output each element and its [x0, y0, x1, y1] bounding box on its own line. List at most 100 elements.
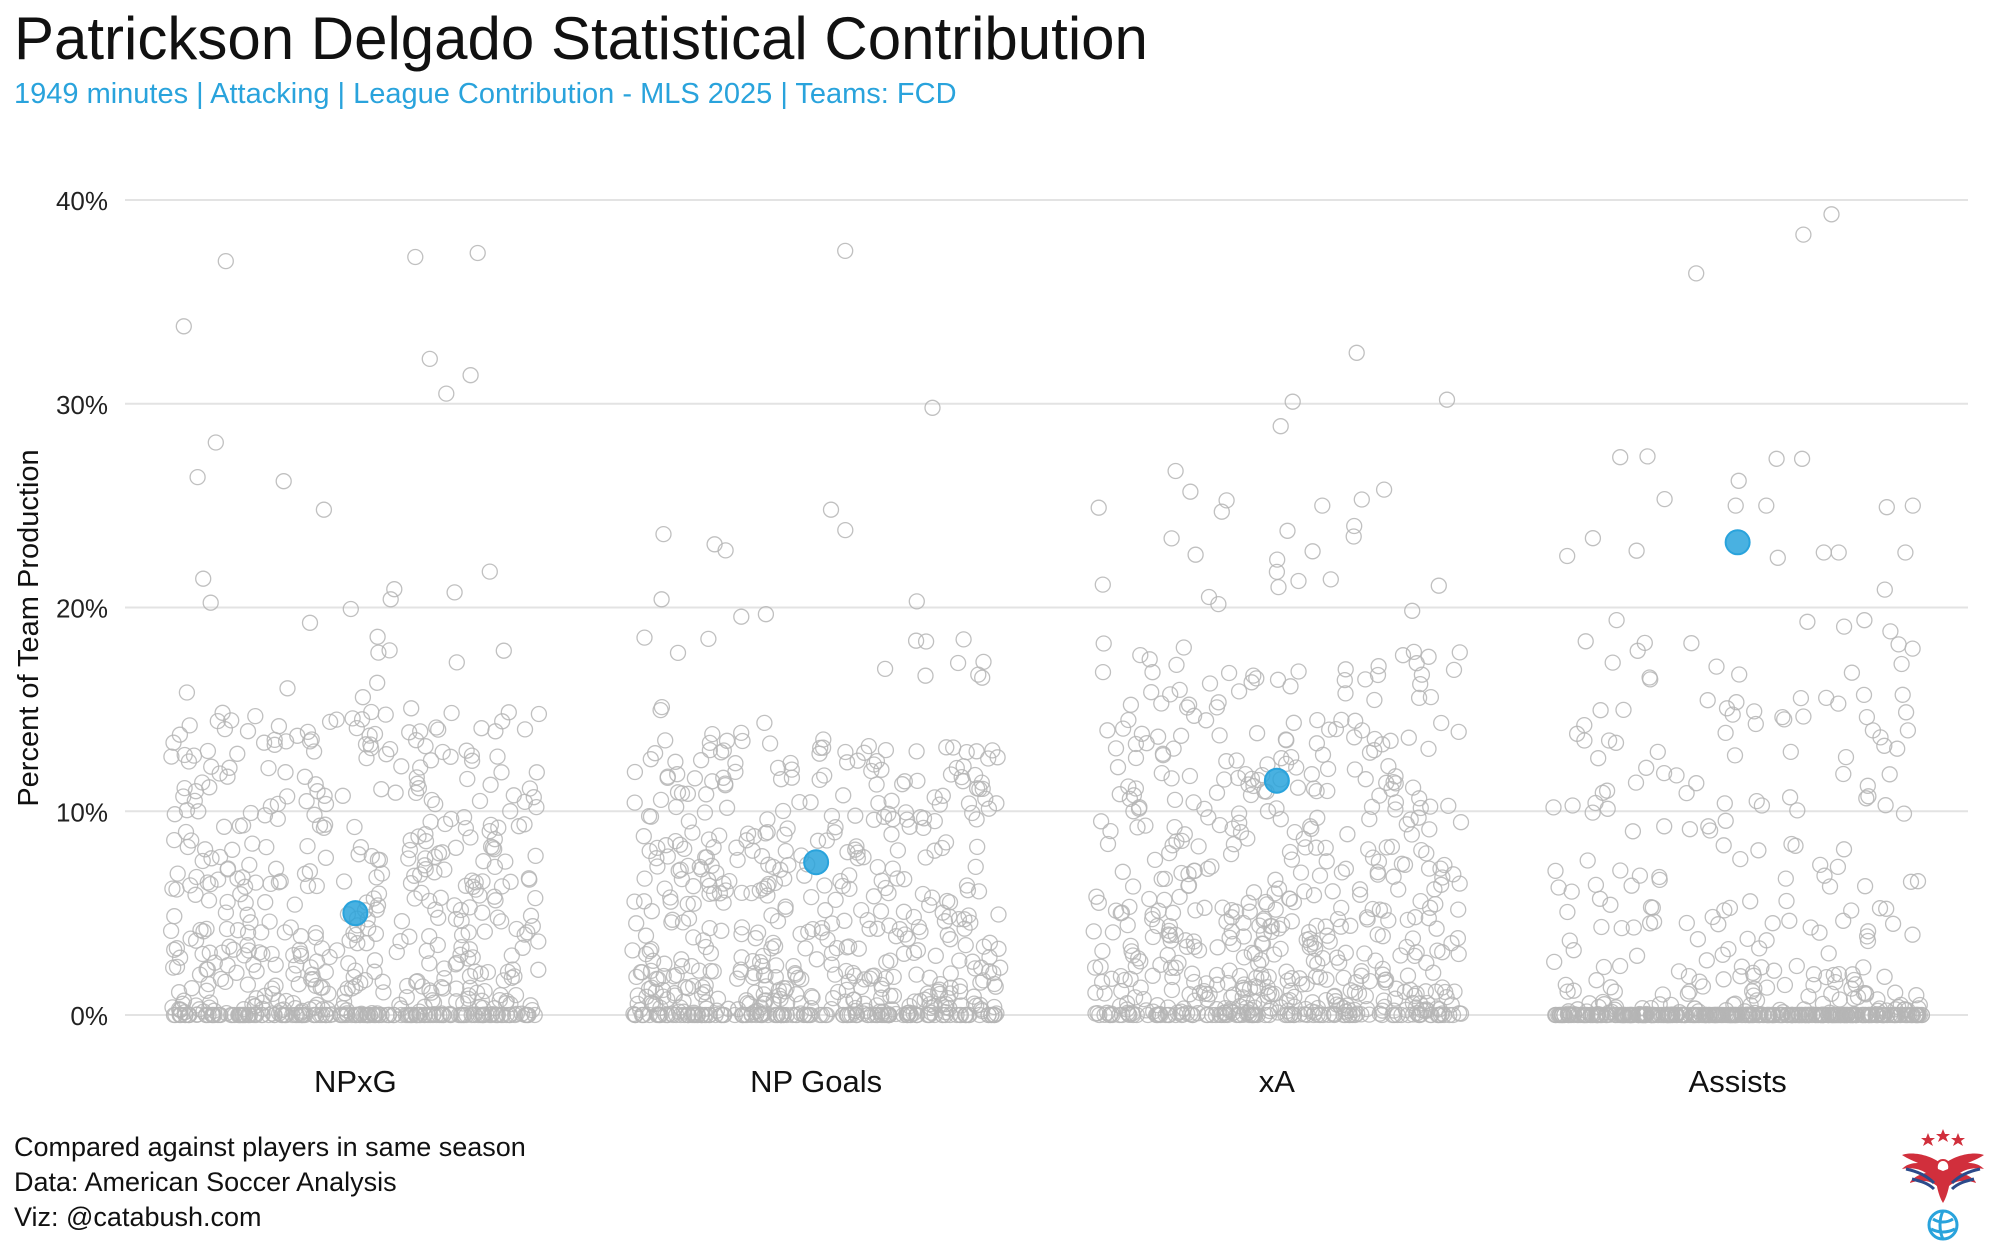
comparison-point [1443, 935, 1460, 952]
comparison-point [657, 837, 675, 854]
comparison-point [640, 980, 658, 998]
comparison-point [704, 773, 721, 790]
comparison-point [1578, 1006, 1595, 1024]
comparison-point [914, 885, 932, 903]
comparison-point [1279, 522, 1296, 539]
comparison-point [942, 965, 959, 982]
comparison-point [686, 770, 704, 787]
comparison-point [755, 967, 773, 984]
comparison-point [1103, 970, 1120, 987]
x-tick-label: NP Goals [750, 1064, 882, 1099]
comparison-point [425, 994, 443, 1011]
comparison-point [1451, 644, 1468, 661]
comparison-point [733, 608, 750, 625]
comparison-point [448, 654, 465, 671]
comparison-point [1433, 876, 1450, 893]
comparison-point [393, 1000, 410, 1017]
chart-subtitle: 1949 minutes | Attacking | League Contri… [14, 78, 957, 110]
comparison-point [446, 584, 463, 601]
comparison-point [1190, 942, 1208, 959]
comparison-point [1715, 837, 1732, 854]
comparison-point [924, 399, 941, 416]
comparison-point [1427, 895, 1444, 913]
comparison-point [479, 963, 497, 981]
comparison-point [495, 642, 512, 659]
comparison-point [428, 1006, 445, 1024]
comparison-point [679, 895, 696, 913]
comparison-point [1104, 924, 1122, 941]
comparison-point [473, 720, 490, 737]
comparison-point [436, 970, 453, 987]
comparison-point [679, 785, 697, 802]
comparison-point [889, 842, 907, 859]
comparison-point [949, 654, 967, 672]
comparison-point [1413, 841, 1430, 859]
comparison-point [388, 943, 405, 961]
comparison-point [823, 956, 840, 973]
comparison-point [163, 748, 180, 765]
comparison-point [788, 986, 805, 1003]
comparison-point [1393, 855, 1411, 872]
comparison-point [980, 750, 997, 767]
comparison-point [1370, 853, 1388, 870]
comparison-point [811, 1006, 829, 1024]
comparison-point [1871, 900, 1889, 917]
comparison-point [1405, 643, 1423, 661]
comparison-point [1357, 987, 1374, 1005]
comparison-point [907, 632, 925, 649]
comparison-point [1190, 838, 1207, 855]
comparison-point [270, 718, 288, 735]
comparison-point [175, 318, 192, 335]
comparison-point [1357, 671, 1374, 688]
comparison-point [341, 932, 358, 949]
comparison-point [756, 992, 773, 1010]
comparison-point [1133, 725, 1151, 742]
comparison-point [1758, 497, 1775, 514]
comparison-point [221, 759, 238, 776]
comparison-point [853, 901, 870, 919]
comparison-point [712, 744, 730, 761]
comparison-point [1765, 962, 1783, 979]
comparison-point [393, 758, 410, 775]
comparison-point [1351, 881, 1369, 898]
comparison-point [1670, 963, 1688, 980]
comparison-point [1245, 884, 1263, 901]
comparison-point [530, 705, 548, 723]
comparison-point [1161, 927, 1179, 944]
comparison-point [334, 1006, 351, 1024]
comparison-point [1196, 899, 1213, 916]
comparison-point [1250, 955, 1267, 972]
comparison-point [766, 938, 784, 955]
comparison-point [970, 883, 988, 900]
comparison-point [1223, 901, 1240, 919]
comparison-point [1288, 759, 1305, 776]
comparison-point [233, 1006, 250, 1024]
comparison-point [1595, 958, 1613, 976]
comparison-point [1347, 973, 1365, 991]
strip-plot: 0% 10% 20% 30% 40% Percent of Team Productio… [13, 186, 1968, 1099]
comparison-point [307, 924, 324, 942]
comparison-point [1897, 544, 1914, 561]
comparison-point [1347, 1006, 1364, 1024]
comparison-point [202, 875, 219, 893]
comparison-point [286, 896, 303, 913]
comparison-point [1545, 799, 1562, 816]
comparison-point [804, 920, 821, 938]
comparison-point [176, 779, 193, 797]
comparison-point [302, 959, 319, 976]
comparison-point [1308, 839, 1325, 856]
comparison-point [1364, 900, 1381, 918]
comparison-point [1708, 658, 1725, 675]
comparison-point [1876, 737, 1893, 754]
comparison-point [878, 954, 895, 971]
comparison-point [1127, 735, 1145, 753]
comparison-point [1625, 919, 1642, 936]
comparison-point [977, 790, 994, 807]
comparison-point [1799, 613, 1816, 630]
comparison-point [1642, 671, 1659, 688]
comparison-point [311, 817, 329, 834]
comparison-point [407, 1006, 425, 1024]
comparison-point [1180, 877, 1198, 894]
comparison-point [822, 501, 840, 518]
comparison-point [1654, 986, 1671, 1003]
